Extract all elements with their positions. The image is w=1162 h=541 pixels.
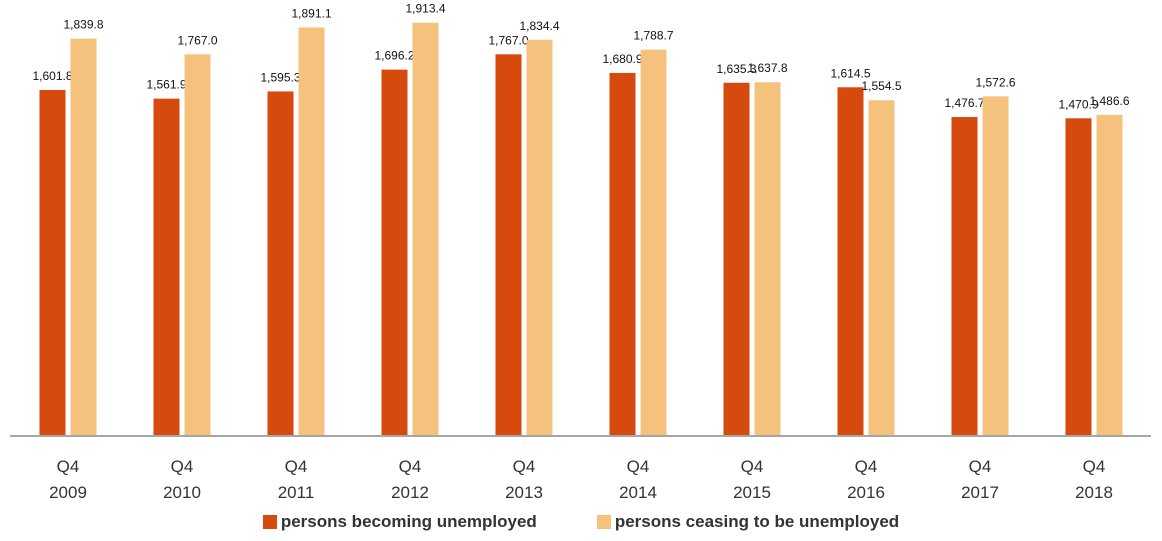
data-label: 1,476.7 <box>944 96 984 110</box>
legend-swatch <box>596 515 611 529</box>
data-label: 1,767.0 <box>177 33 217 47</box>
x-tick-label: Q4 2012 <box>391 457 429 502</box>
bar <box>951 117 978 436</box>
x-tick-label: Q4 2009 <box>49 457 87 502</box>
x-tick-label: Q4 2018 <box>1075 457 1113 502</box>
bar <box>184 54 211 436</box>
data-label: 1,470.9 <box>1058 97 1098 111</box>
bar <box>267 91 294 437</box>
bar <box>39 90 66 436</box>
data-label: 1,788.7 <box>633 29 673 43</box>
x-tick-label: Q4 2011 <box>277 457 315 502</box>
data-label: 1,913.4 <box>405 2 445 16</box>
data-label: 1,572.6 <box>975 75 1015 89</box>
bar <box>495 54 522 436</box>
bar <box>1096 114 1123 436</box>
data-label: 1,834.4 <box>519 19 559 33</box>
bar <box>70 38 97 436</box>
bar <box>640 49 667 436</box>
legend-label: persons ceasing to be unemployed <box>614 512 900 531</box>
bar <box>298 27 325 436</box>
bar <box>1065 118 1092 437</box>
bar <box>526 39 553 437</box>
legend-swatch <box>262 515 277 529</box>
legend-item: persons ceasing to be unemployed <box>596 512 900 532</box>
data-label: 1,767.0 <box>488 33 528 47</box>
bar <box>412 22 439 437</box>
data-label: 1,637.8 <box>747 61 787 75</box>
bar <box>723 82 750 436</box>
x-tick-label: Q4 2010 <box>163 457 201 502</box>
x-tick-label: Q4 2016 <box>847 457 885 502</box>
data-label: 1,614.5 <box>830 66 870 80</box>
bar <box>837 87 864 436</box>
x-tick-label: Q4 2013 <box>505 457 543 502</box>
data-label: 1,696.2 <box>374 49 414 63</box>
bar <box>609 72 636 436</box>
data-label: 1,554.5 <box>861 79 901 93</box>
bar <box>381 69 408 437</box>
data-label: 1,561.9 <box>146 78 186 92</box>
data-label: 1,680.9 <box>602 52 642 66</box>
data-label: 1,595.3 <box>260 70 300 84</box>
legend-item: persons becoming unemployed <box>262 512 537 532</box>
data-label: 1,635.3 <box>716 62 756 76</box>
x-tick-label: Q4 2015 <box>733 457 771 502</box>
legend-label: persons becoming unemployed <box>280 512 537 531</box>
data-label: 1,601.8 <box>32 69 72 83</box>
data-label: 1,486.6 <box>1089 94 1129 108</box>
bar <box>153 98 180 436</box>
bar <box>868 100 895 436</box>
bar <box>754 82 781 436</box>
x-tick-label: Q4 2014 <box>619 457 657 502</box>
bar <box>982 96 1009 437</box>
data-label: 1,891.1 <box>291 7 331 21</box>
data-label: 1,839.8 <box>63 18 103 32</box>
legend: persons becoming unemployed persons ceasi… <box>0 512 1162 532</box>
x-tick-label: Q4 2017 <box>961 457 999 502</box>
